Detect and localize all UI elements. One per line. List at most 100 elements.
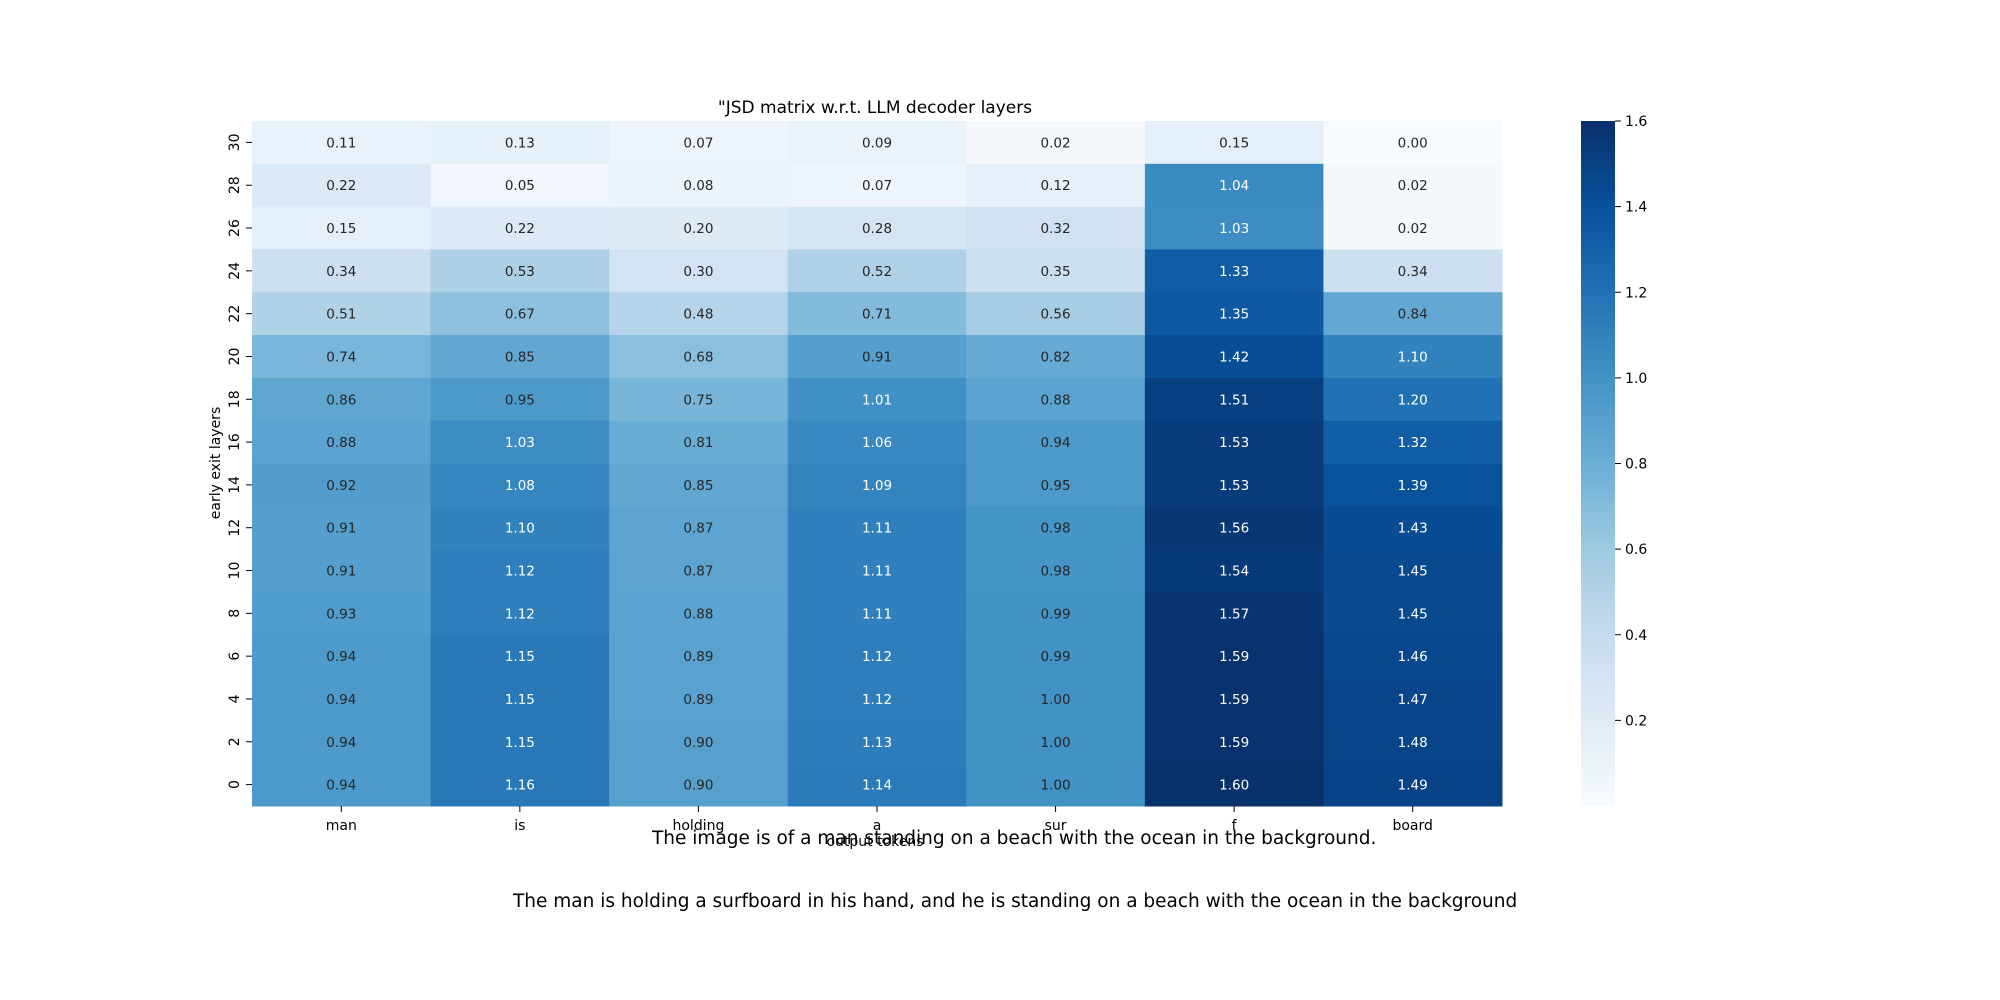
cell-value-label: 1.54 [1219,564,1249,580]
cell-value-label: 0.92 [326,478,356,494]
cell-value-label: 0.08 [683,178,713,194]
cell-value-label: 1.56 [1219,521,1249,537]
colorbar-tick-label: 1.4 [1625,200,1647,216]
cell-value-label: 0.13 [505,135,535,151]
heatmap-cell [252,420,432,464]
heatmap-cell [609,549,789,593]
cell-value-label: 0.99 [1041,606,1071,622]
cell-value-label: 0.71 [862,307,892,323]
cell-value-label: 1.43 [1398,521,1428,537]
cell-value-label: 0.98 [1041,521,1071,537]
cell-value-label: 0.89 [683,649,713,665]
heatmap-cell [787,549,967,593]
cell-value-label: 0.74 [326,349,356,365]
x-tick-label: f [1232,818,1238,834]
y-tick-label: 16 [227,433,243,451]
colorbar-tick-label: 1.0 [1625,371,1647,387]
cell-value-label: 0.86 [326,392,356,408]
cell-value-label: 0.51 [326,307,356,323]
heatmap-cell [1323,335,1503,379]
cell-value-label: 1.32 [1398,435,1428,451]
heatmap-cell [1323,420,1503,464]
cell-value-label: 1.16 [505,778,535,794]
caption-line-1: The image is of a man standing on a beac… [652,828,1377,849]
cell-value-label: 1.15 [505,649,535,665]
heatmap-cell [1323,591,1503,636]
heatmap-cell [966,763,1146,807]
cell-value-label: 0.02 [1398,221,1428,237]
cell-value-label: 0.90 [683,778,713,794]
cell-value-label: 0.02 [1398,178,1428,194]
heatmap-cell [787,335,967,379]
heatmap-cell [787,249,967,293]
heatmap-cell [1323,549,1503,593]
heatmap-cell [787,463,967,507]
cell-value-label: 1.15 [505,735,535,751]
heatmap-cell [430,420,610,464]
cell-value-label: 1.00 [1041,692,1071,708]
cell-value-label: 0.99 [1041,649,1071,665]
cell-value-label: 0.67 [505,307,535,323]
cell-value-label: 0.85 [683,478,713,494]
heatmap-cell [1144,206,1324,250]
heatmap-cell [609,463,789,507]
heatmap-cell [787,634,967,679]
heatmap-cell [430,163,610,208]
chart-title: "JSD matrix w.r.t. LLM decoder layers [718,98,1032,118]
cell-value-label: 1.48 [1398,735,1428,751]
heatmap-cell [1144,591,1324,636]
y-tick-label: 14 [227,476,243,494]
cell-value-label: 1.00 [1041,778,1071,794]
heatmap-cell-labels: 0.11 0.13 0.07 0.09 0.02 0.15 0.00 0.22 0.05 0.08… [326,135,1427,793]
heatmap-cell [1323,463,1503,507]
cell-value-label: 1.14 [862,778,892,794]
heatmap-cell [252,591,432,636]
heatmap-cell [966,163,1146,208]
heatmap-cell [252,506,432,550]
cell-value-label: 0.94 [326,735,356,751]
cell-value-label: 1.53 [1219,478,1249,494]
cell-value-label: 1.12 [862,649,892,665]
heatmap-cell [787,677,967,721]
x-tick-label: holding [672,818,724,834]
heatmap-cell [609,506,789,550]
cell-value-label: 0.07 [862,178,892,194]
cell-value-label: 0.02 [1041,135,1071,151]
cell-value-label: 0.11 [326,135,356,151]
heatmap-cell [1323,377,1503,422]
cell-value-label: 0.91 [862,349,892,365]
heatmap-cell [1144,292,1324,336]
cell-value-label: 1.12 [505,564,535,580]
heatmap-cell [1323,763,1503,807]
cell-value-label: 0.87 [683,521,713,537]
heatmap-cell [966,549,1146,593]
cell-value-label: 0.91 [326,564,356,580]
y-tick-label: 6 [227,652,243,661]
heatmap-cell [252,292,432,336]
heatmap-cell [966,206,1146,250]
heatmap-cell [252,121,432,165]
heatmap-cell [609,677,789,721]
heatmap-cell [966,506,1146,550]
cell-value-label: 1.13 [862,735,892,751]
cell-value-label: 0.87 [683,564,713,580]
cell-value-label: 1.11 [862,521,892,537]
cell-value-label: 1.12 [862,692,892,708]
cell-value-label: 0.85 [505,349,535,365]
cell-value-label: 1.53 [1219,435,1249,451]
cell-value-label: 0.91 [326,521,356,537]
heatmap-cell [430,121,610,165]
cell-value-label: 0.75 [683,392,713,408]
cell-value-label: 1.08 [505,478,535,494]
cell-value-label: 1.59 [1219,692,1249,708]
cell-value-label: 0.34 [1398,264,1428,280]
heatmap-cell [1144,163,1324,208]
heatmap-cell [252,206,432,250]
heatmap-cell [787,720,967,764]
heatmap-cell [430,206,610,250]
heatmap-cell [966,634,1146,679]
cell-value-label: 0.95 [505,392,535,408]
cell-value-label: 0.28 [862,221,892,237]
cell-value-label: 0.90 [683,735,713,751]
